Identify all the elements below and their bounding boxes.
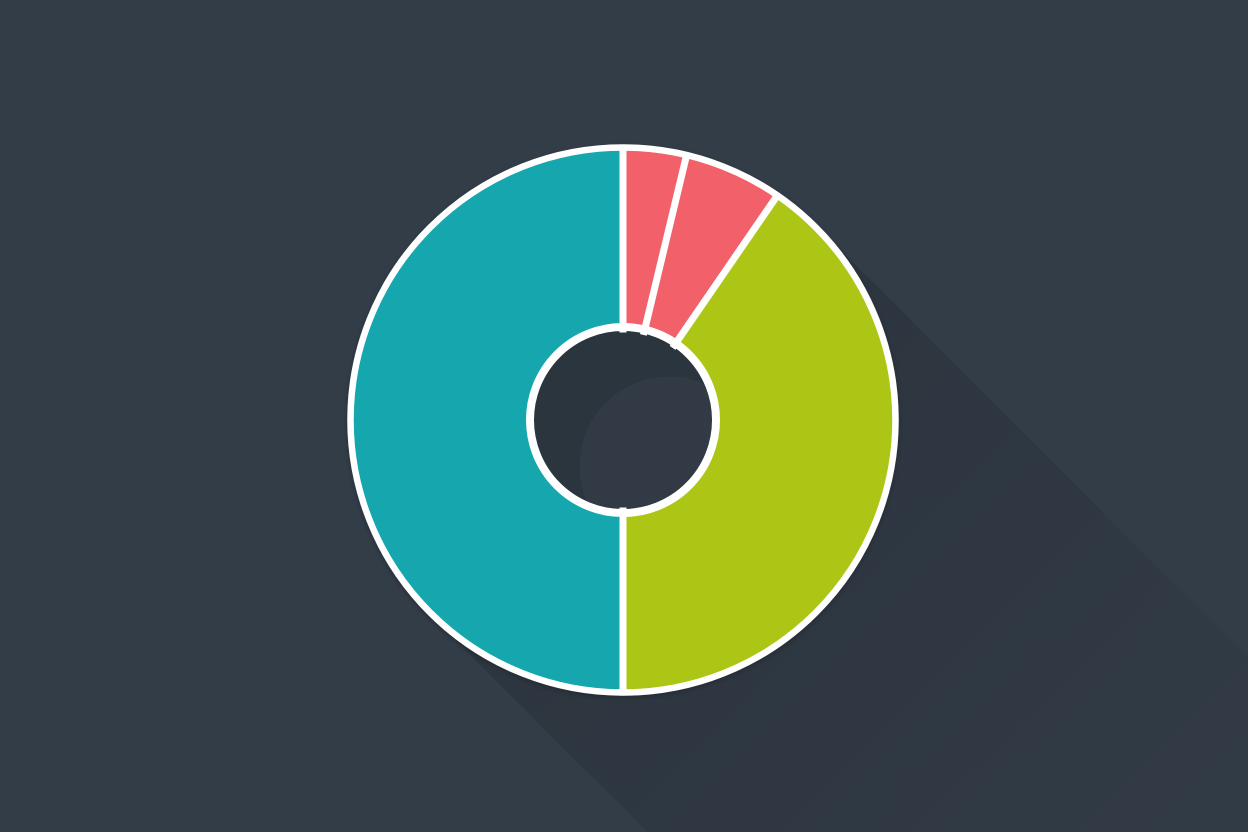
segment-coral-narrow	[623, 150, 687, 330]
segment-lime	[623, 197, 893, 690]
inner-ring	[526, 323, 720, 517]
segment-teal	[353, 150, 623, 690]
donut-chart	[347, 144, 899, 696]
outer-ring	[347, 144, 899, 696]
long-shadow	[429, 226, 1248, 832]
hole-highlight	[579, 376, 712, 509]
segment-divider	[640, 152, 691, 336]
segment-divider	[669, 192, 782, 350]
